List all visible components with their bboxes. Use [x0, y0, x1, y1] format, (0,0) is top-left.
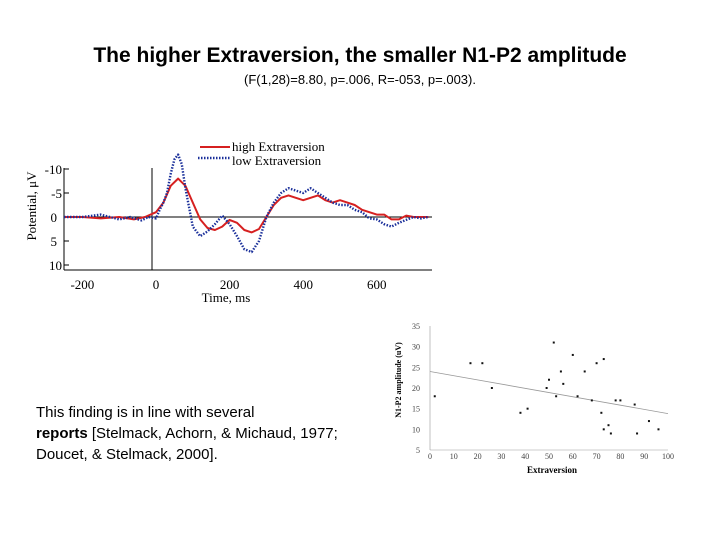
- sc-point: [571, 353, 574, 356]
- sc-point: [490, 387, 493, 389]
- sc-point: [526, 407, 529, 410]
- sc-point: [562, 382, 565, 385]
- sc-y-tick: 10: [412, 425, 420, 434]
- sc-point: [614, 399, 617, 402]
- sc-x-tick: 20: [474, 452, 482, 461]
- erp-x-tick: 200: [220, 277, 240, 292]
- erp-y-tick: -5: [51, 186, 62, 201]
- erp-y-tick: 10: [49, 258, 62, 273]
- sc-y-tick: 35: [412, 322, 420, 331]
- finding-citation: [Stelmack, Achorn, & Michaud, 1977; Douc…: [36, 425, 338, 463]
- sc-point: [548, 378, 550, 381]
- sc-ylabel: N1-P2 amplitude (uV): [394, 342, 403, 418]
- erp-series-low-extraversion: [64, 153, 429, 254]
- sc-y-tick: 25: [412, 363, 420, 372]
- sc-x-tick: 100: [662, 452, 674, 461]
- sc-point: [559, 370, 562, 373]
- sc-point: [609, 432, 612, 435]
- erp-x-tick: -200: [70, 277, 94, 292]
- sc-y-tick: 30: [412, 343, 420, 352]
- erp-xlabel: Time, ms: [202, 290, 251, 305]
- sc-xlabel: Extraversion: [527, 465, 577, 475]
- sc-point: [600, 411, 603, 414]
- sc-point: [433, 395, 436, 398]
- sc-point: [636, 432, 639, 435]
- sc-point: [602, 428, 605, 431]
- sc-x-tick: 0: [428, 452, 432, 461]
- sc-x-tick: 90: [640, 452, 648, 461]
- sc-point: [595, 362, 598, 365]
- erp-x-tick: 400: [293, 277, 313, 292]
- finding-line1: This finding is in line with several: [36, 404, 255, 421]
- legend-low-label: low Extraversion: [232, 153, 322, 168]
- sc-trendline: [429, 371, 669, 415]
- sc-point: [576, 395, 579, 398]
- sc-x-tick: 40: [521, 452, 529, 461]
- erp-ylabel: Potential, μV: [24, 171, 39, 241]
- sc-point: [647, 420, 650, 423]
- sc-x-tick: 30: [497, 452, 505, 461]
- sc-point: [619, 399, 622, 402]
- sc-point: [607, 424, 610, 427]
- sc-x-tick: 60: [569, 452, 577, 461]
- sc-point: [602, 358, 605, 361]
- sc-x-tick: 50: [545, 452, 553, 461]
- erp-legend: high Extraversion low Extraversion: [198, 139, 325, 168]
- sc-point: [545, 387, 548, 389]
- sc-x-tick: 70: [593, 452, 601, 461]
- legend-high-label: high Extraversion: [232, 139, 325, 154]
- sc-x-tick: 80: [616, 452, 624, 461]
- sc-x-tick: 10: [450, 452, 458, 461]
- sc-point: [519, 411, 522, 414]
- erp-y-tick: -10: [45, 162, 62, 177]
- sc-point: [481, 362, 484, 365]
- sc-point: [583, 370, 586, 373]
- sc-point: [469, 362, 472, 365]
- sc-y-tick: 20: [412, 384, 420, 393]
- sc-point: [590, 399, 593, 402]
- finding-text: This finding is in line with several rep…: [36, 402, 346, 465]
- finding-reports: reports: [36, 425, 88, 442]
- sc-y-tick: 5: [416, 446, 420, 455]
- page-title: The higher Extraversion, the smaller N1-…: [93, 44, 627, 67]
- sc-point: [555, 395, 558, 398]
- erp-x-tick: 600: [367, 277, 387, 292]
- sc-point: [633, 403, 636, 406]
- erp-x-tick: 0: [153, 277, 160, 292]
- stats-subtitle: (F(1,28)=8.80, p=.006, R=-053, p=.003).: [244, 72, 476, 87]
- sc-point: [657, 428, 660, 431]
- sc-point: [552, 341, 555, 344]
- erp-y-tick: 5: [51, 234, 58, 249]
- erp-y-tick: 0: [51, 210, 58, 225]
- sc-y-tick: 15: [412, 405, 420, 414]
